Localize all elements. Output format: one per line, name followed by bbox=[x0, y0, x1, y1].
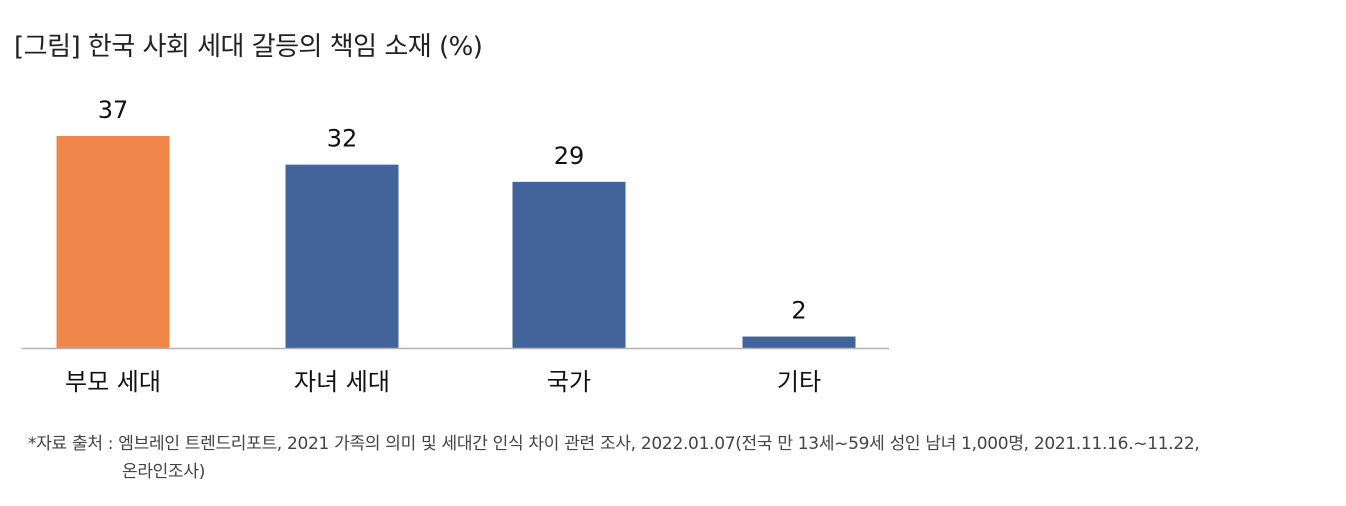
bar-4 bbox=[742, 336, 856, 348]
source-line-2: 온라인조사) bbox=[122, 462, 206, 482]
data-label-4: 2 bbox=[791, 297, 806, 325]
data-label-2: 32 bbox=[327, 125, 358, 153]
source-line-1: *자료 출처 : 엠브레인 트렌드리포트, 2021 가족의 의미 및 세대간 … bbox=[28, 434, 1200, 454]
data-label-1: 37 bbox=[98, 96, 129, 124]
chart-title: [그림] 한국 사회 세대 갈등의 책임 소재 (%) bbox=[14, 32, 483, 62]
bar-2 bbox=[285, 164, 399, 348]
data-label-3: 29 bbox=[554, 142, 585, 170]
category-label-1: 부모 세대 bbox=[65, 368, 161, 396]
category-label-2: 자녀 세대 bbox=[294, 368, 390, 396]
bar-3 bbox=[512, 181, 626, 348]
bar-1 bbox=[56, 136, 170, 348]
category-label-4: 기타 bbox=[777, 368, 821, 396]
category-label-3: 국가 bbox=[547, 368, 591, 396]
source-note: *자료 출처 : 엠브레인 트렌드리포트, 2021 가족의 의미 및 세대간 … bbox=[28, 430, 1200, 486]
